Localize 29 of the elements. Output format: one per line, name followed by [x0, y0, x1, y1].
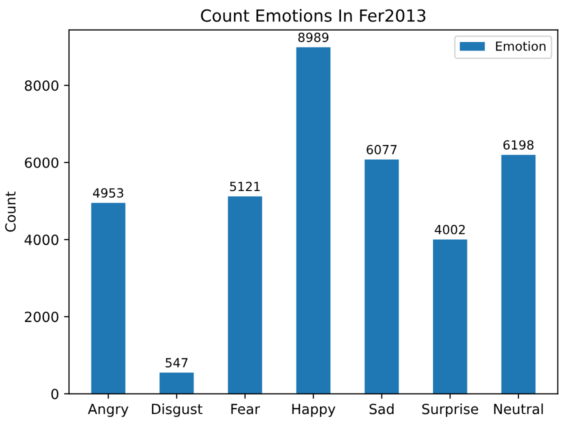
y-tick-label: 0	[51, 388, 58, 400]
x-tick-label: Neutral	[494, 403, 543, 414]
x-tick-label: Disgust	[152, 403, 202, 417]
x-tick-label: Sad	[370, 403, 394, 414]
data-label: 547	[166, 358, 188, 368]
legend-label: Emotion	[496, 41, 546, 51]
bar	[296, 47, 330, 394]
y-tick-label: 6000	[24, 157, 58, 168]
x-tick-label: Fear	[231, 404, 260, 414]
data-label: 4002	[434, 224, 465, 234]
y-tick-label: 8000	[24, 80, 58, 91]
bar	[160, 372, 194, 394]
bar	[433, 240, 468, 394]
x-tick-label: Happy	[292, 404, 336, 417]
data-label: 4953	[93, 188, 124, 198]
data-label: 6077	[366, 144, 397, 154]
bar	[364, 160, 399, 394]
y-tick-label: 4000	[24, 234, 58, 246]
x-tick-label: Surprise	[422, 403, 478, 417]
data-label: 5121	[230, 182, 260, 192]
bar	[91, 202, 126, 394]
x-tick-label: Angry	[88, 404, 128, 417]
bar	[228, 196, 262, 394]
bar	[501, 154, 536, 394]
y-tick-label: 2000	[24, 312, 58, 322]
y-axis-title: Count	[5, 192, 16, 232]
data-label: 6198	[503, 140, 534, 150]
chart-title: Count Emotions In Fer2013	[200, 8, 426, 22]
data-label: 8989	[298, 32, 328, 42]
